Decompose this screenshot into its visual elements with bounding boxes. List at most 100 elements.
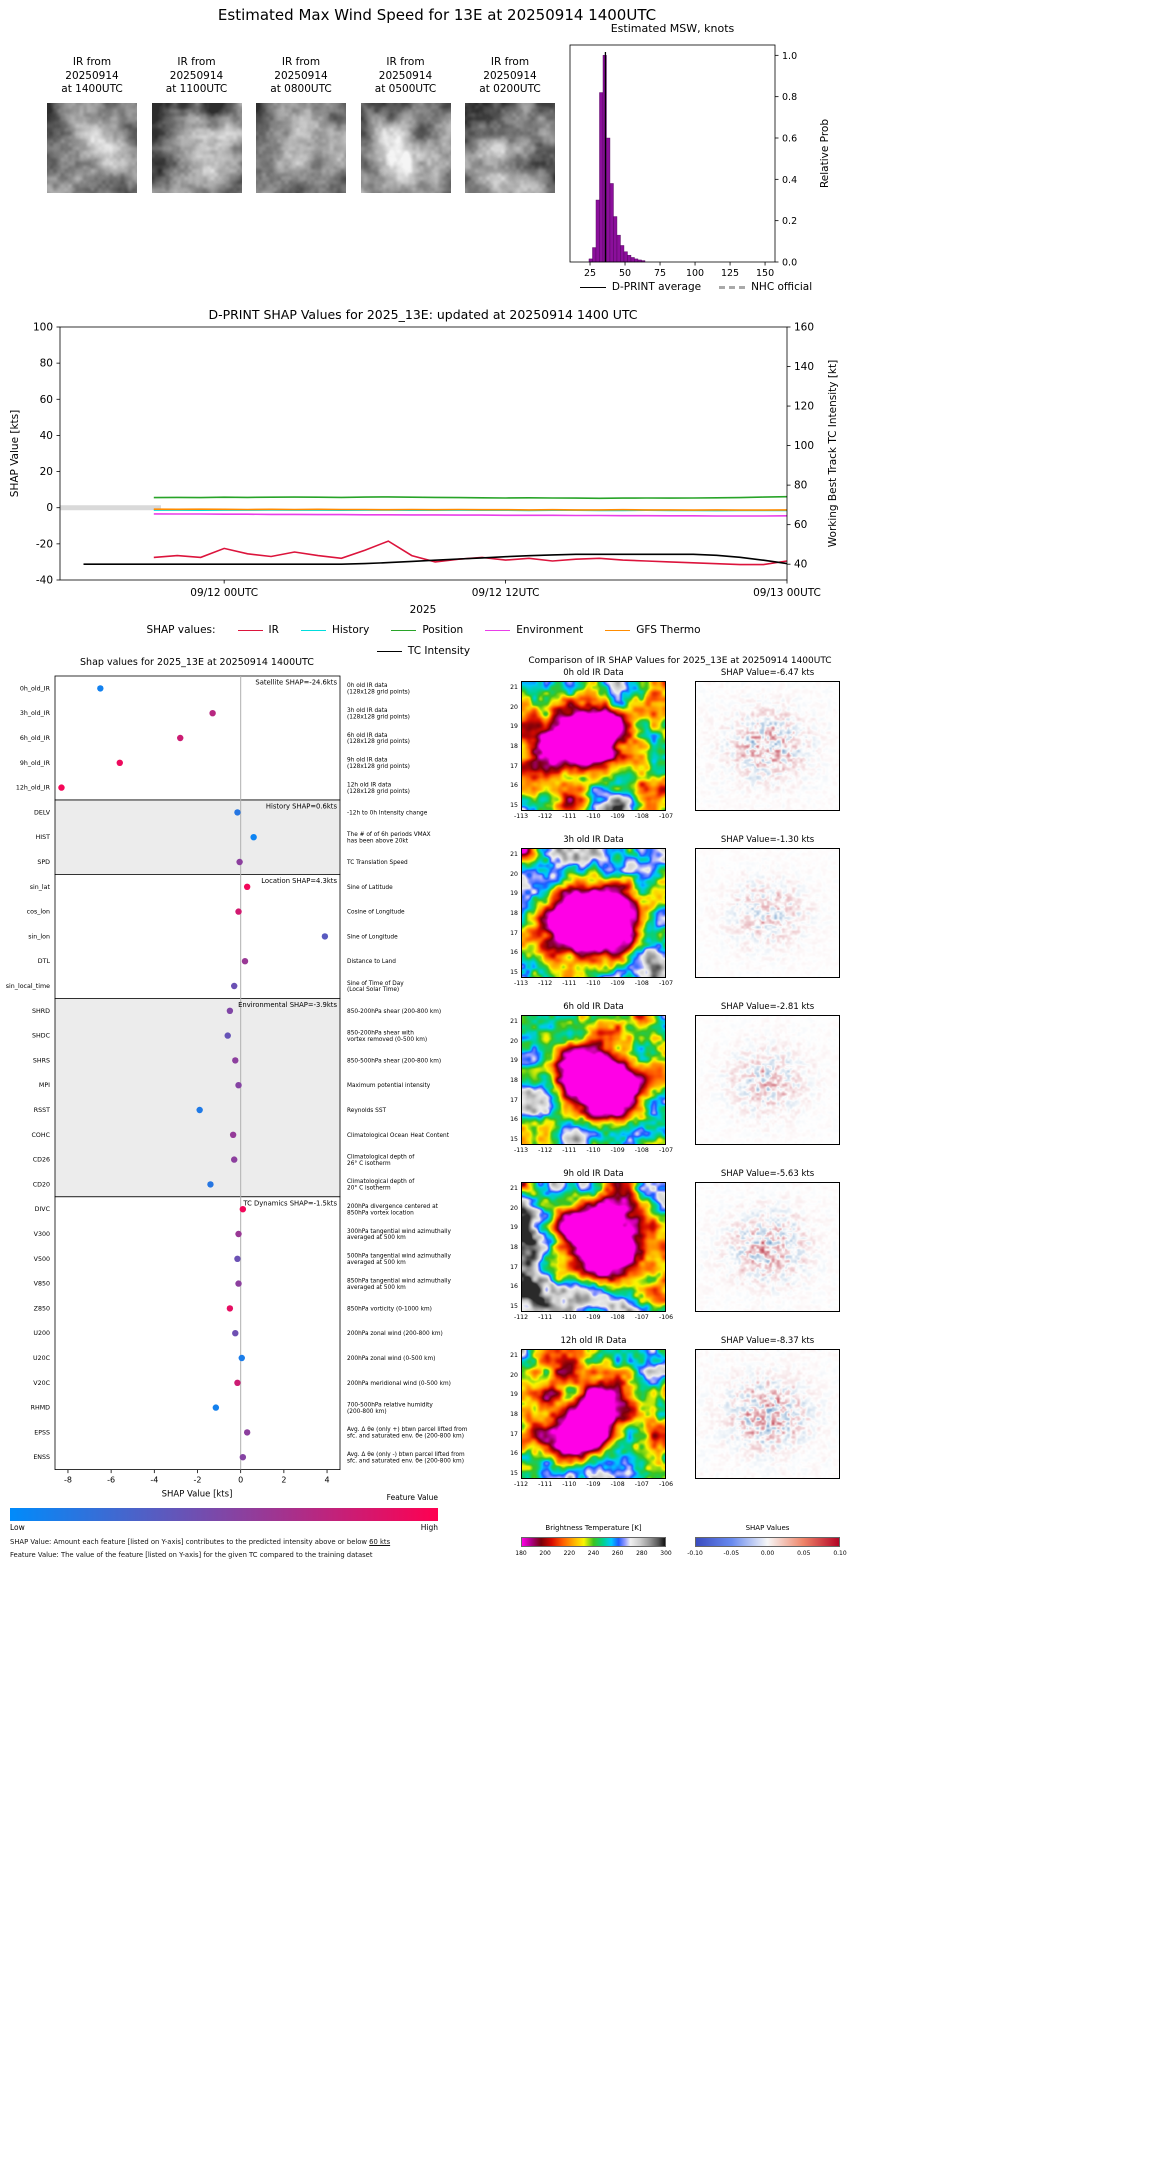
ir-thumbnail-image (465, 102, 555, 193)
feature-label: SPD (37, 859, 50, 866)
line-swatch (485, 629, 511, 631)
map-xtick-label: -109 (610, 1147, 625, 1154)
feature-label: CD26 (33, 1157, 50, 1164)
feature-label: 0h_old_IR (20, 685, 51, 692)
tick-label: 25 (584, 268, 596, 279)
map-xtick-label: -112 (513, 1481, 529, 1488)
map-ytick-label: 20 (510, 1204, 518, 1212)
feature-label: 6h_old_IR (20, 735, 51, 742)
ir-map-title: 6h old IR Data (563, 1002, 624, 1012)
shap-map-image (695, 1349, 840, 1479)
feature-value-high-label: High (420, 1523, 438, 1532)
ir-map-title: 9h old IR Data (563, 1169, 624, 1179)
feature-desc: 200hPa meridional wind (0-500 km) (347, 1381, 451, 1387)
feature-desc: 850hPa vorticity (0-1000 km) (347, 1306, 432, 1312)
ir-thumbnail-label-line: 20250914 (65, 69, 119, 82)
map-xtick-label: -109 (610, 813, 625, 820)
ir-thumbnail-label: IR from 20250914 at 1400UTC (47, 56, 137, 97)
feature-desc: 850hPa tangential wind azimuthally averag… (347, 1278, 451, 1290)
feature-dot-V850 (235, 1280, 242, 1287)
feature-desc: Maximum potential intensity (347, 1083, 431, 1089)
ir-map-image (521, 1015, 666, 1145)
feature-dot-SHRS (232, 1057, 239, 1064)
group-box-location (54, 873, 341, 999)
feature-label: V850 (34, 1281, 50, 1288)
bt-colorbar-tick: 180 (515, 1550, 527, 1557)
shap-map-image (695, 848, 840, 978)
bt-colorbar (521, 1537, 666, 1547)
feature-desc: Sine of Time of Day (Local Solar Time) (347, 981, 404, 993)
histogram-ylabel: Relative Prob (819, 119, 831, 188)
map-ytick-label: 21 (510, 851, 518, 858)
map-ytick-label: 16 (510, 949, 518, 957)
map-ytick-label: 20 (510, 870, 518, 878)
map-ytick-label: 16 (510, 1116, 518, 1124)
shap-colorbar-tick: 0.10 (833, 1550, 847, 1557)
feature-label: SHRS (33, 1057, 50, 1064)
bt-colorbar-tick: 200 (539, 1550, 551, 1557)
shap-timeseries-chart: D-PRINT SHAP Values for 2025_13E: update… (9, 307, 839, 616)
legend-label: D-PRINT average (611, 281, 702, 293)
ir-thumbnail-label: IR from 20250914 at 0200UTC (465, 56, 555, 97)
feature-desc: Distance to Land (347, 959, 396, 965)
map-xtick-label: -108 (634, 980, 649, 987)
histogram-bar (620, 245, 625, 263)
bt-colorbar-label: Brightness Temperature [K] (545, 1524, 642, 1532)
ir-map-title: 0h old IR Data (563, 668, 624, 678)
ir-thumbnail-row: IR from 20250914 at 1400UTC IR from 20250914… (47, 56, 555, 193)
ir-thumbnail-label-line: 20250914 (483, 69, 537, 82)
map-ytick-label: 17 (510, 1430, 518, 1438)
tick-label: 20 (40, 466, 53, 478)
feature-dot-HIST (250, 834, 257, 841)
feature-label: DELV (34, 809, 51, 816)
feature-label: MPI (39, 1082, 50, 1089)
feature-dot-9h_old_IR (116, 759, 123, 766)
timeseries-ylabel-left: SHAP Value [kts] (9, 410, 21, 497)
map-ytick-label: 21 (510, 1352, 518, 1359)
footnote-underlined-text: 60 kts (369, 1538, 391, 1546)
line-swatch (391, 629, 417, 631)
msw-histogram-chart: Estimated MSW, knots 0.0 0.2 0.4 0.6 0.8 1.0 25… (569, 22, 831, 279)
tick-label: 120 (794, 401, 814, 413)
ir-thumbnail-image (151, 102, 242, 193)
feature-dot-U20C (238, 1354, 245, 1362)
ir-thumbnail-label-line: at 0200UTC (479, 83, 541, 95)
ir-thumbnail: IR from 20250914 at 1400UTC (47, 56, 137, 193)
timeseries-legend-item: Environment (485, 624, 583, 636)
feature-label: COHC (32, 1132, 51, 1139)
histogram-legend-item: D-PRINT average (579, 281, 702, 293)
map-ytick-label: 17 (510, 929, 518, 937)
feature-label: cos_lon (27, 909, 50, 916)
feature-desc: Sine of Longitude (347, 934, 398, 940)
feature-desc: Reynolds SST (347, 1108, 386, 1114)
group-summary: Location SHAP=4.3kts (261, 877, 337, 885)
shap-values-colorbar (695, 1537, 840, 1547)
timeseries-ylabel-right: Working Best Track TC Intensity [kt] (827, 360, 839, 547)
bt-colorbar-tick: 240 (587, 1550, 600, 1557)
ir-thumbnail-label: IR from 20250914 at 0500UTC (361, 56, 451, 97)
feature-desc: 3h old IR data (128x128 grid points) (347, 708, 410, 720)
map-xtick-label: -107 (658, 1147, 674, 1154)
bt-colorbar-tick: 220 (563, 1550, 576, 1557)
map-xtick-label: -113 (513, 813, 529, 820)
feature-desc: 200hPa zonal wind (0-500 km) (347, 1356, 435, 1362)
feature-dot-EPSS (243, 1429, 251, 1436)
ir-thumbnail-label-line: at 1100UTC (165, 83, 228, 95)
tick-label: 60 (794, 519, 807, 531)
shap-colorbar-tick: 0.05 (797, 1550, 811, 1557)
dotplot-footnote: Feature Value: The value of the feature … (10, 1551, 373, 1559)
map-xtick-label: -107 (634, 1314, 649, 1321)
line-swatch (376, 650, 402, 652)
tick-label: 160 (794, 322, 814, 334)
feature-desc: 12h old IR data (128x128 grid points) (347, 782, 410, 794)
feature-desc: 0h old IR data (128x128 grid points) (347, 683, 410, 695)
map-xtick-label: -111 (538, 1314, 553, 1321)
histogram-bar (613, 216, 618, 263)
map-xtick-label: -111 (538, 1481, 553, 1488)
legend-label: TC Intensity (407, 645, 471, 657)
tick-label: 150 (756, 268, 774, 279)
timeseries-title: D-PRINT SHAP Values for 2025_13E: update… (208, 307, 637, 322)
histogram-bar (609, 183, 614, 263)
tick-label: 40 (794, 559, 807, 571)
ir-map-image (521, 1182, 666, 1312)
